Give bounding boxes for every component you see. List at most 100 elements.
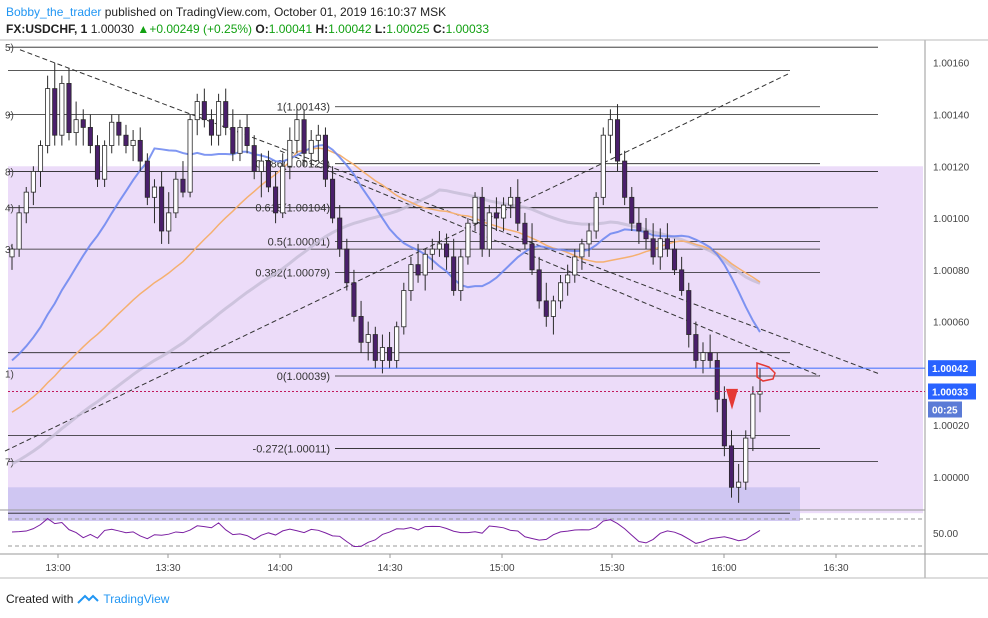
candle-body (728, 445, 735, 488)
candle-body (344, 248, 350, 284)
price-tag-bg (928, 360, 976, 377)
candle-body (265, 160, 271, 188)
candle-body (187, 119, 193, 193)
candle-body (508, 196, 514, 206)
y-tick-label: 1.00060 (933, 318, 970, 329)
fib-level-label: 0.382(1.00079) (255, 267, 330, 279)
tradingview-brand[interactable]: TradingView (103, 592, 170, 606)
x-tick-label: 16:30 (823, 563, 848, 574)
candle-body (337, 217, 343, 250)
candle-body (394, 326, 400, 361)
low-value: 1.00025 (386, 22, 430, 36)
candle-body (87, 127, 93, 146)
candle-body (9, 248, 15, 258)
candle-body (230, 127, 236, 154)
left-edge-label: 7) (5, 457, 14, 468)
candle-body (743, 437, 749, 483)
candle-body (401, 290, 407, 328)
candle-body (451, 256, 457, 291)
candle-body (130, 139, 136, 146)
candle-body (579, 243, 585, 258)
candle-body (750, 393, 756, 439)
candle-body (501, 204, 507, 219)
blue-moving-average (11, 143, 761, 362)
open-value: 1.00041 (268, 22, 313, 36)
candle-body (137, 139, 143, 162)
candle-body (294, 119, 300, 141)
rsi-50-label: 50.00 (933, 529, 958, 540)
created-with-text: Created with (6, 592, 74, 606)
price-tag-bg (928, 401, 962, 418)
candle-body (52, 88, 58, 136)
candle-body (116, 121, 122, 136)
candle-body (550, 300, 556, 317)
candle-body (529, 243, 535, 271)
candle-body (166, 212, 172, 232)
candle-body (700, 352, 706, 361)
candle-body (37, 145, 44, 172)
y-tick-label: 1.00100 (933, 214, 970, 225)
candle-body (73, 119, 79, 134)
dashed-trendline-down-2 (279, 150, 821, 377)
candle-body (671, 248, 678, 271)
candle-body (472, 196, 478, 224)
candle-body (244, 127, 250, 146)
close-label: C: (432, 22, 446, 36)
candle-body (194, 101, 200, 121)
x-tick-label: 16:00 (711, 563, 736, 574)
change-up-arrow-icon: ▲ (137, 22, 150, 36)
fib-level-label: -0.272(1.00011) (253, 443, 330, 455)
candle-body (330, 178, 336, 219)
candle-body (593, 196, 599, 232)
tradingview-logo-icon (77, 594, 100, 604)
x-tick-label: 14:00 (267, 563, 292, 574)
candle-body (237, 127, 243, 154)
candle-body (565, 274, 571, 284)
price-tag-label: 1.00033 (932, 388, 969, 399)
y-tick-label: 1.00160 (933, 59, 970, 70)
open-label: O: (255, 22, 269, 36)
price-tag-bg (928, 383, 976, 400)
candle-body (180, 178, 186, 193)
fib-level-label: 0.618(1.00104) (255, 203, 330, 215)
price-tag-label: 00:25 (932, 406, 958, 417)
candle-body (280, 165, 286, 214)
author-name[interactable]: Bobby_the_trader (6, 5, 102, 19)
change-value: +0.00249 (+0.25%) (149, 22, 253, 36)
y-tick-label: 1.00120 (933, 162, 970, 173)
y-tick-label: 1.00140 (933, 110, 970, 121)
candle-body (94, 145, 101, 180)
rsi-line (11, 517, 761, 548)
candle-body (372, 334, 378, 361)
candle-body (415, 264, 421, 276)
candle-body (387, 347, 393, 361)
left-edge-label: 3) (5, 245, 14, 256)
candle-body (16, 212, 22, 250)
candle-body (557, 282, 564, 302)
down-arrow-icon (726, 388, 738, 410)
y-tick-label: 1.00080 (933, 266, 970, 277)
gray-moving-average (11, 188, 761, 466)
candle-body (422, 253, 428, 276)
candle-body (622, 160, 628, 198)
ohlc-line: FX:USDCHF, 1 1.00030 ▲+0.00249 (+0.25%) … (6, 22, 489, 36)
candle-body (600, 134, 606, 198)
candle-body (151, 186, 158, 198)
last-price: 1.00030 (90, 22, 135, 36)
candle-body (59, 83, 65, 136)
x-tick-label: 14:30 (377, 563, 402, 574)
candle-body (208, 119, 215, 136)
candle-body (572, 256, 578, 276)
candle-body (358, 316, 364, 343)
candle-body (315, 134, 321, 141)
left-edge-label: 9) (5, 110, 14, 121)
candle-body (543, 300, 549, 317)
candle-body (66, 83, 72, 134)
dashed-trendline-up (4, 72, 791, 452)
candle-body (493, 212, 499, 219)
high-label: H: (315, 22, 329, 36)
candle-body (379, 347, 385, 361)
symbol-label: FX:USDCHF, 1 (6, 22, 88, 36)
candle-body (479, 196, 485, 250)
